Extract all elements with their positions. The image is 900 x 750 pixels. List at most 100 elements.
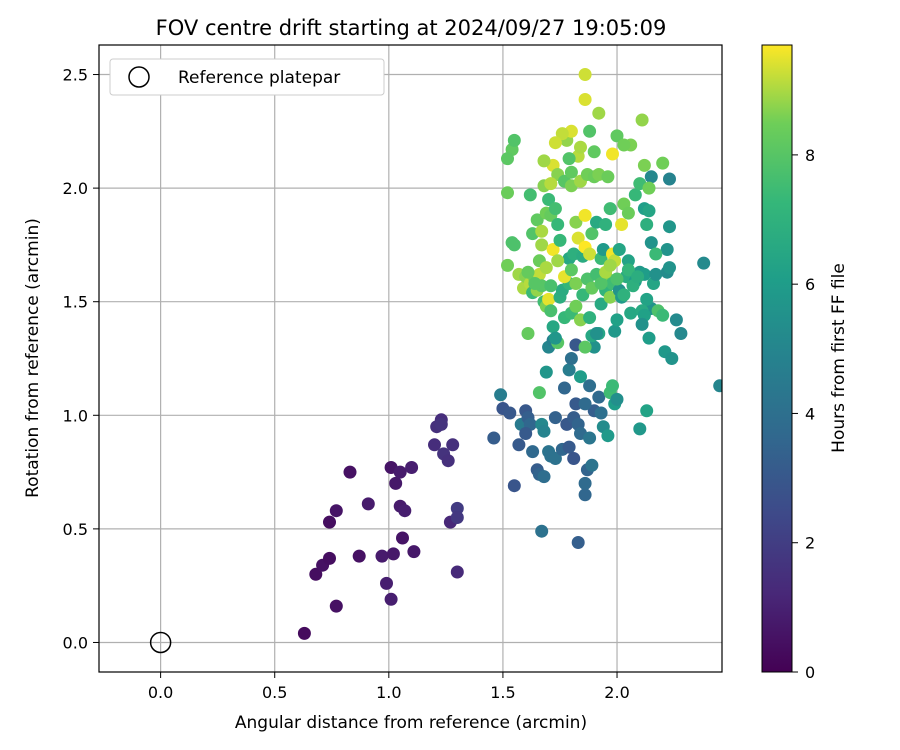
scatter-point: [617, 288, 631, 302]
x-axis-label: Angular distance from reference (arcmin): [235, 713, 587, 733]
scatter-point: [562, 152, 576, 166]
scatter-point: [649, 247, 663, 261]
scatter-point: [642, 204, 656, 218]
scatter-point: [640, 218, 654, 231]
scatter-point: [544, 177, 558, 191]
colorbar-tick-label: 2: [805, 534, 815, 553]
scatter-point: [539, 365, 553, 379]
scatter-point: [386, 547, 400, 561]
scatter-point: [309, 567, 323, 581]
scatter-point: [624, 306, 638, 320]
scatter-point: [555, 127, 569, 141]
scatter-point: [450, 565, 464, 579]
scatter-point: [537, 424, 551, 438]
scatter-point: [585, 227, 599, 241]
scatter-point: [544, 304, 558, 318]
scatter-point: [544, 279, 558, 293]
scatter-point: [608, 324, 622, 338]
y-tick-label: 1.5: [63, 293, 88, 312]
scatter-point: [583, 379, 597, 393]
scatter-point: [603, 290, 617, 304]
scatter-point: [569, 215, 583, 229]
y-tick-label: 1.0: [63, 406, 88, 425]
scatter-point: [567, 452, 581, 465]
scatter-point: [665, 352, 679, 365]
scatter-point: [519, 427, 533, 440]
scatter-point: [610, 392, 624, 406]
scatter-point: [635, 113, 649, 127]
x-tick-label: 1.5: [490, 683, 515, 702]
scatter-point: [583, 124, 597, 138]
x-axis-ticks: 0.0 0.5 1.0 1.5 2.0: [148, 672, 630, 702]
scatter-point: [594, 297, 608, 311]
scatter-point: [501, 152, 514, 166]
scatter-point: [537, 154, 551, 168]
y-axis-label: Rotation from reference (arcmin): [23, 218, 43, 498]
scatter-point: [558, 381, 571, 395]
scatter-point: [450, 511, 464, 524]
scatter-point: [583, 431, 597, 445]
scatter-point: [380, 576, 393, 590]
scatter-point: [660, 243, 674, 256]
scatter-point: [583, 247, 597, 261]
scatter-point: [532, 386, 546, 400]
scatter-point: [631, 270, 645, 284]
scatter-point: [642, 331, 656, 345]
scatter-point: [501, 186, 514, 200]
scatter-point: [521, 327, 535, 340]
x-tick-label: 2.0: [604, 683, 629, 702]
scatter-point: [594, 406, 608, 420]
scatter-point: [603, 202, 617, 216]
scatter-point: [578, 488, 592, 502]
scatter-point: [564, 165, 578, 179]
legend-marker: [128, 66, 150, 88]
scatter-point: [428, 438, 441, 452]
scatter-point: [361, 497, 375, 511]
scatter-point: [343, 465, 357, 479]
scatter-point: [583, 311, 597, 325]
scatter-point: [603, 258, 617, 272]
scatter-point: [649, 267, 663, 281]
scatter-point: [594, 277, 608, 290]
y-axis-ticks: 0.0 0.5 1.0 1.5 2.0 2.5: [63, 66, 99, 652]
colorbar-gradient: [761, 44, 793, 673]
scatter-point: [697, 256, 711, 270]
scatter-point: [542, 193, 556, 206]
scatter-point: [592, 390, 606, 404]
scatter-point: [633, 422, 647, 436]
scatter-point: [530, 213, 544, 227]
scatter-point: [610, 272, 624, 286]
colorbar-tick-label: 4: [805, 404, 815, 423]
scatter-point: [610, 129, 624, 143]
scatter-point: [621, 263, 635, 277]
scatter-point: [323, 515, 336, 529]
scatter-point: [384, 592, 398, 606]
scatter-point: [494, 388, 508, 402]
scatter-point: [553, 233, 567, 247]
scatter-point: [507, 133, 521, 147]
scatter-point: [507, 238, 521, 252]
scatter-point: [548, 452, 562, 465]
scatter-point: [635, 317, 649, 331]
scatter-point: [528, 277, 542, 290]
scatter-point: [640, 404, 654, 418]
colorbar-tick-label: 8: [805, 146, 815, 165]
scatter-point: [571, 536, 585, 549]
data-points: [297, 68, 722, 640]
scatter-point: [398, 504, 412, 518]
y-tick-label: 2.0: [63, 179, 88, 198]
scatter-point: [587, 145, 601, 159]
scatter-point: [713, 379, 722, 393]
scatter-point: [569, 277, 583, 290]
scatter-point: [434, 417, 448, 431]
scatter-point: [487, 431, 501, 445]
scatter-point: [548, 331, 562, 345]
scatter-point: [548, 202, 562, 216]
scatter-point: [564, 352, 578, 365]
colorbar-tick-label: 0: [805, 663, 815, 682]
legend-box: [109, 58, 385, 96]
scatter-point: [523, 188, 537, 202]
scatter-point: [606, 379, 619, 393]
scatter-point: [656, 308, 670, 322]
scatter-point: [578, 340, 592, 354]
